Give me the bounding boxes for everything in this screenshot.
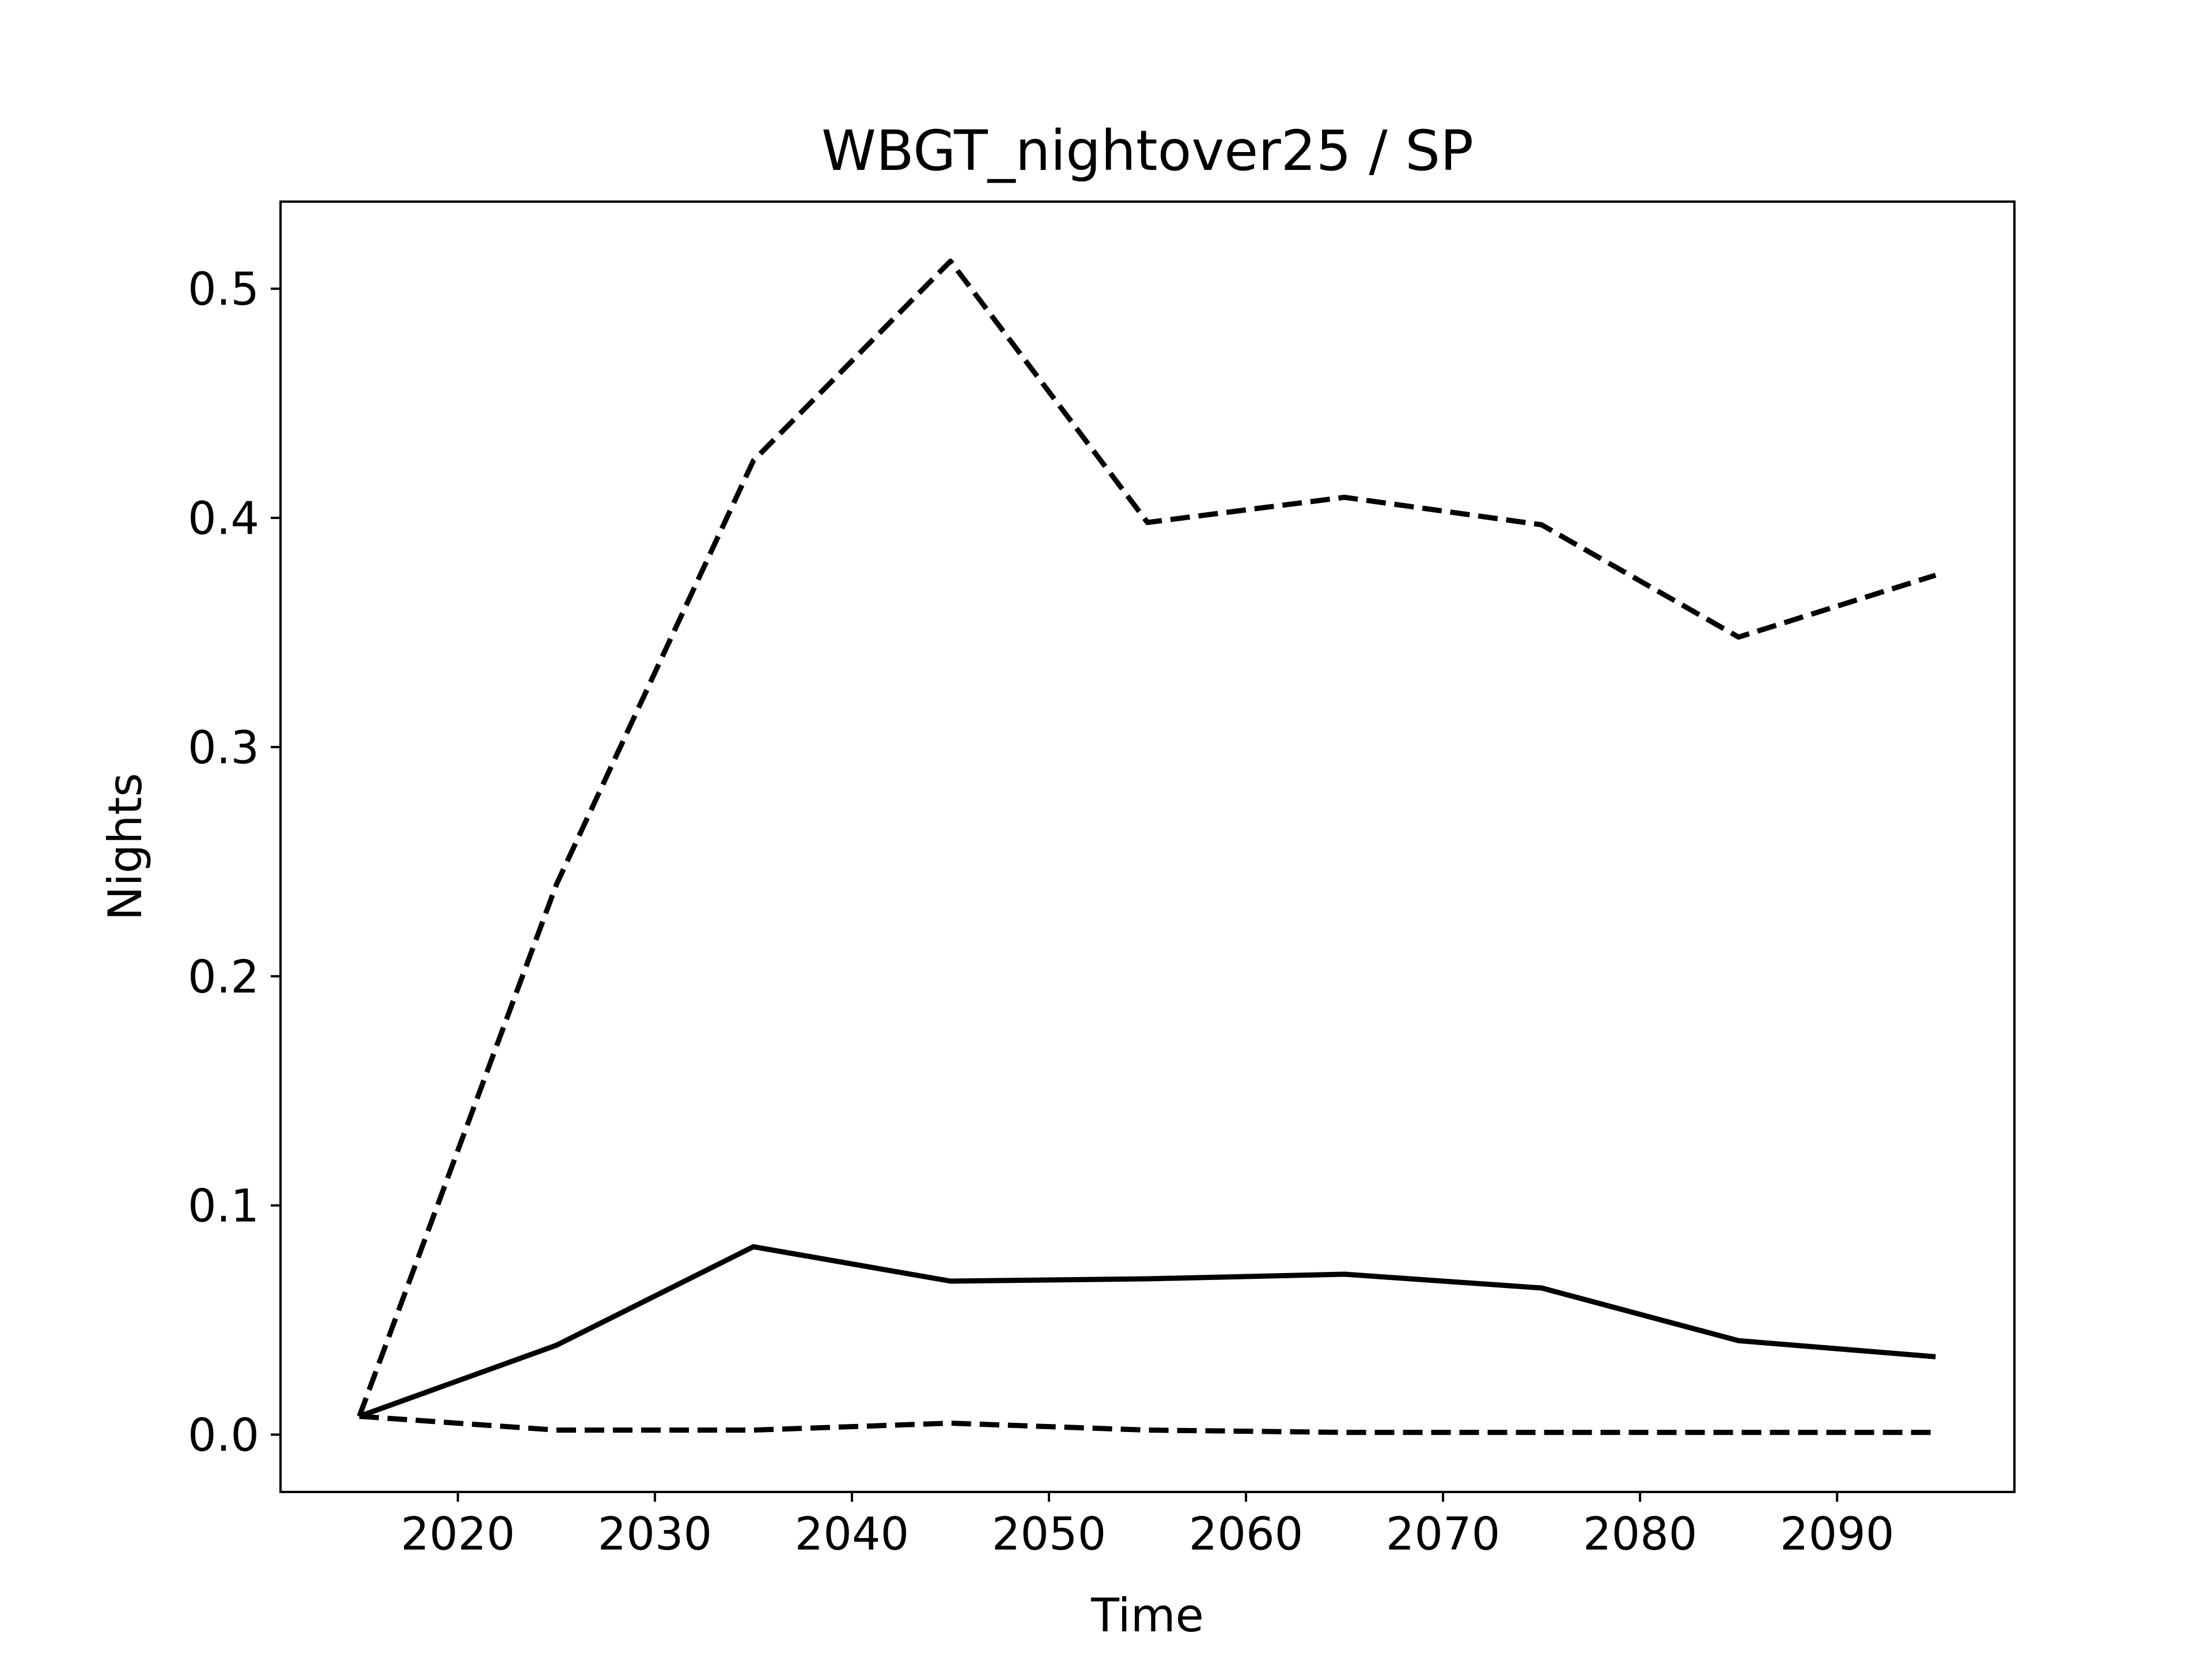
y-tick-label: 0.3: [188, 722, 259, 774]
y-tick-label: 0.4: [188, 493, 259, 545]
plot-frame: [279, 200, 2016, 1493]
x-tick-label: 2060: [1189, 1509, 1304, 1560]
x-tick-label: 2020: [401, 1509, 516, 1560]
x-axis-label: Time: [1090, 1589, 1204, 1642]
y-tick-label: 0.5: [188, 264, 259, 316]
series-layer: [357, 258, 1937, 1435]
y-axis: 0.0 0.1 0.2 0.3 0.4 0.5: [188, 264, 281, 1462]
x-axis: 2020 2030 2040 2050 2060 2070 2080 2090: [401, 1492, 1895, 1560]
series-line-3-dashed: [359, 1414, 1936, 1435]
x-tick-label: 2090: [1780, 1509, 1895, 1560]
x-tick-label: 2030: [598, 1509, 713, 1560]
series-line-2-solid: [358, 1244, 1936, 1419]
x-tick-label: 2070: [1386, 1509, 1501, 1560]
x-tick-label: 2040: [795, 1509, 910, 1560]
chart-title: WBGT_nightover25 / SP: [821, 119, 1474, 183]
y-tick-label: 0.2: [188, 952, 259, 1003]
y-tick-label: 0.0: [188, 1410, 259, 1462]
y-tick-label: 0.1: [188, 1181, 259, 1233]
x-tick-label: 2080: [1583, 1509, 1698, 1560]
y-axis-label: Nights: [99, 773, 152, 921]
series-line-1-dashed: [357, 258, 1937, 1418]
x-tick-label: 2050: [992, 1509, 1107, 1560]
